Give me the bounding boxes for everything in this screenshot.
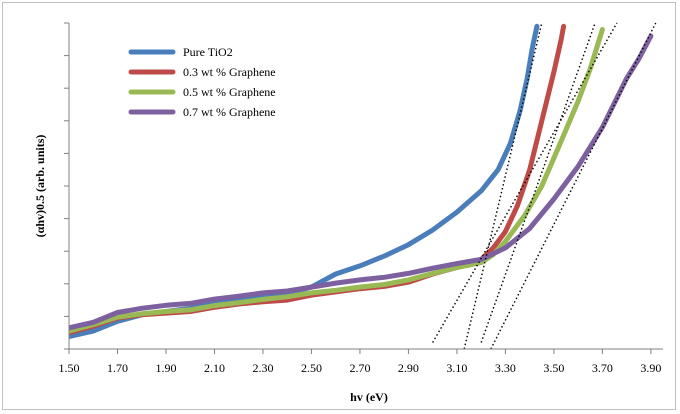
tangent-layer xyxy=(432,22,657,349)
x-tick-label: 3.30 xyxy=(495,361,516,375)
legend-label-2: 0.3 wt % Graphene xyxy=(183,65,276,79)
tangent-line-4 xyxy=(490,22,657,349)
series-line-3 xyxy=(69,27,605,334)
x-tick-label: 3.10 xyxy=(446,361,467,375)
tangent-line-1 xyxy=(432,22,618,343)
x-tick-label: 2.50 xyxy=(301,361,322,375)
legend: Pure TiO2 0.3 wt % Graphene 0.5 wt % Graph… xyxy=(128,45,276,119)
x-tick-label: 3.70 xyxy=(592,361,613,375)
x-tick-label: 2.70 xyxy=(349,361,370,375)
x-tick-label: 3.50 xyxy=(543,361,564,375)
x-tick-label: 1.90 xyxy=(155,361,176,375)
series-line-4 xyxy=(69,33,654,331)
legend-label-4: 0.7 wt % Graphene xyxy=(183,105,276,119)
y-axis-title: (αhv)0.5 (arb. units) xyxy=(33,135,47,238)
x-axis-title: hv (eV) xyxy=(350,390,388,404)
series-layer xyxy=(69,23,654,340)
tangent-line-2 xyxy=(463,22,543,349)
x-tick-label: 2.90 xyxy=(398,361,419,375)
legend-label-3: 0.5 wt % Graphene xyxy=(183,85,276,99)
x-tick-label: 1.70 xyxy=(107,361,128,375)
x-tick-label: 2.30 xyxy=(252,361,273,375)
chart-frame: 1.50 1.70 1.90 2.10 2.30 2.50 2.70 2.90 3.10 3.30… xyxy=(2,2,676,410)
axes-layer: 1.50 1.70 1.90 2.10 2.30 2.50 2.70 2.90 3.10 3.30… xyxy=(59,22,663,375)
plot-svg: 1.50 1.70 1.90 2.10 2.30 2.50 2.70 2.90 3.10 3.30… xyxy=(33,22,663,404)
legend-label-1: Pure TiO2 xyxy=(183,45,233,59)
tangent-line-3 xyxy=(480,22,596,343)
x-tick-label: 2.10 xyxy=(204,361,225,375)
x-tick-label: 1.50 xyxy=(59,361,80,375)
x-tick-label: 3.90 xyxy=(640,361,661,375)
